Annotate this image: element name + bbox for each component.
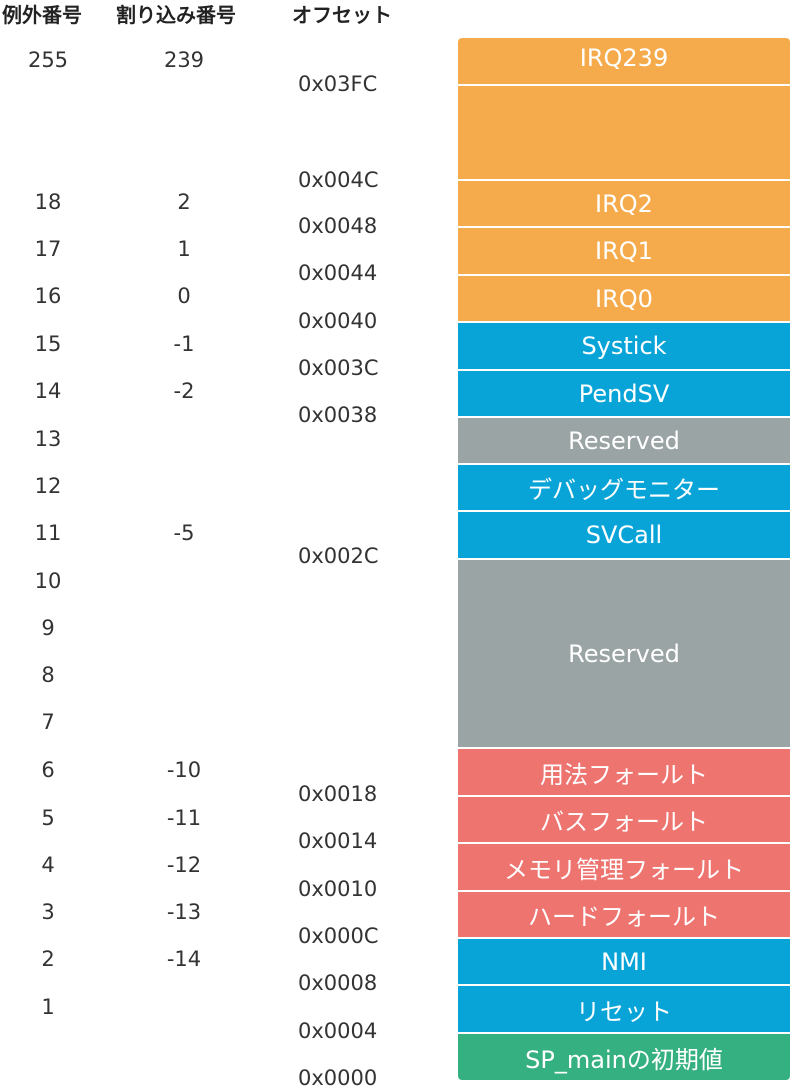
offset-label: 0x004C xyxy=(298,168,379,192)
header-interrupt-number: 割り込み番号 xyxy=(116,3,236,27)
vector-block: 用法フォールト xyxy=(458,749,790,797)
interrupt-number-label: -2 xyxy=(173,379,195,403)
offset-label: 0x03FC xyxy=(298,72,378,96)
exception-number-label: 8 xyxy=(41,663,55,687)
interrupt-number-label: 239 xyxy=(163,48,205,72)
vector-block: リセット xyxy=(458,986,790,1034)
interrupt-number-label: 1 xyxy=(177,237,191,261)
exception-number-label: 3 xyxy=(41,900,55,924)
vector-block: バスフォールト xyxy=(458,797,790,844)
offset-label: 0x003C xyxy=(298,356,379,380)
exception-number-label: 4 xyxy=(41,853,55,877)
vector-block: IRQ2 xyxy=(458,181,790,228)
vector-block: メモリ管理フォールト xyxy=(458,844,790,892)
exception-number-label: 2 xyxy=(41,947,55,971)
interrupt-number-label: -12 xyxy=(166,853,202,877)
vector-block: Reserved xyxy=(458,418,790,465)
interrupt-number-label: -11 xyxy=(166,806,202,830)
header-exception-number: 例外番号 xyxy=(2,3,82,27)
exception-number-label: 10 xyxy=(34,569,62,593)
exception-number-label: 255 xyxy=(27,48,69,72)
exception-number-label: 17 xyxy=(34,237,62,261)
interrupt-number-label: -5 xyxy=(173,521,195,545)
offset-label: 0x0038 xyxy=(298,403,378,427)
exception-number-label: 13 xyxy=(34,427,62,451)
exception-number-label: 16 xyxy=(34,284,62,308)
vector-block: ハードフォールト xyxy=(458,892,790,939)
offset-label: 0x0004 xyxy=(298,1019,378,1043)
interrupt-number-label: -1 xyxy=(173,332,195,356)
vector-block: SP_mainの初期値 xyxy=(458,1034,790,1080)
exception-number-label: 6 xyxy=(41,758,55,782)
offset-label: 0x002C xyxy=(298,544,379,568)
vector-block: IRQ0 xyxy=(458,276,790,323)
exception-number-label: 9 xyxy=(41,616,55,640)
vector-block: デバッグモニター xyxy=(458,465,790,512)
vector-block: Reserved xyxy=(458,560,790,749)
exception-number-label: 11 xyxy=(34,521,62,545)
exception-number-label: 7 xyxy=(41,710,55,734)
vector-block: SVCall xyxy=(458,512,790,560)
offset-label: 0x000C xyxy=(298,924,379,948)
offset-label: 0x0000 xyxy=(298,1066,378,1090)
interrupt-number-label: 0 xyxy=(177,284,191,308)
offset-label: 0x0018 xyxy=(298,782,378,806)
offset-label: 0x0040 xyxy=(298,309,378,333)
exception-number-label: 15 xyxy=(34,332,62,356)
interrupt-number-label: -10 xyxy=(166,758,202,782)
exception-number-label: 1 xyxy=(41,995,55,1019)
vector-block: IRQ239 xyxy=(458,38,790,86)
interrupt-number-label: -13 xyxy=(166,900,202,924)
exception-number-label: 5 xyxy=(41,806,55,830)
offset-label: 0x0008 xyxy=(298,971,378,995)
header-offset: オフセット xyxy=(292,3,392,27)
offset-label: 0x0010 xyxy=(298,877,378,901)
vector-block: IRQ1 xyxy=(458,228,790,276)
exception-number-label: 12 xyxy=(34,474,62,498)
offset-label: 0x0014 xyxy=(298,829,378,853)
vector-block: PendSV xyxy=(458,371,790,418)
exception-number-label: 14 xyxy=(34,379,62,403)
vector-block: NMI xyxy=(458,939,790,986)
offset-label: 0x0044 xyxy=(298,261,378,285)
vector-block xyxy=(458,86,790,181)
offset-label: 0x0048 xyxy=(298,214,378,238)
vector-block: Systick xyxy=(458,323,790,371)
interrupt-number-label: -14 xyxy=(166,947,202,971)
interrupt-number-label: 2 xyxy=(177,190,191,214)
vector-table: IRQ239 IRQ2 IRQ1 IRQ0 Systick PendSV Reserved デ… xyxy=(458,38,790,1080)
exception-number-label: 18 xyxy=(34,190,62,214)
